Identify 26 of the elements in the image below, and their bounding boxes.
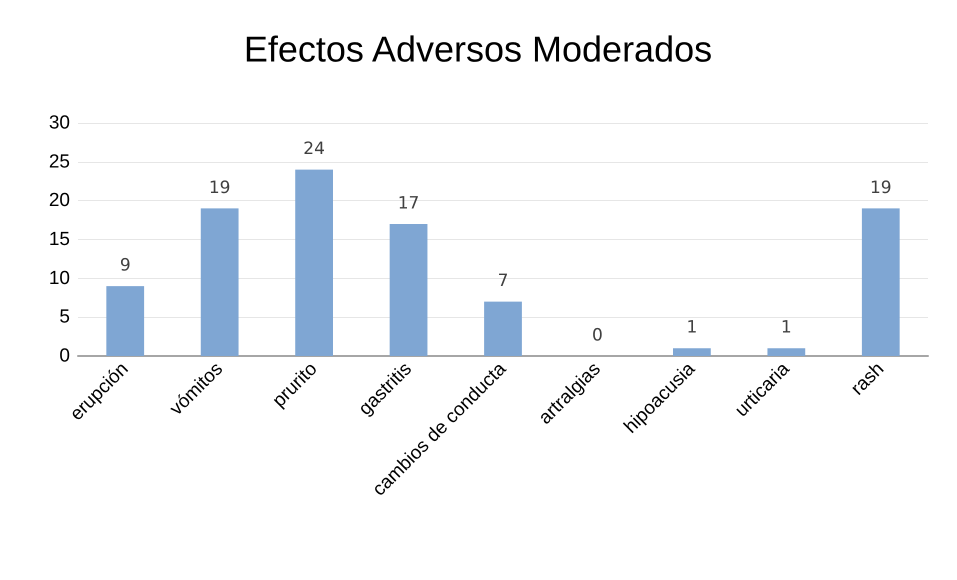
data-label: 1 — [780, 318, 792, 338]
data-label: 9 — [120, 256, 131, 276]
bar — [106, 286, 144, 356]
bar — [390, 224, 428, 356]
y-tick-label: 5 — [59, 306, 70, 328]
bar — [767, 348, 806, 356]
data-label: 7 — [498, 271, 508, 292]
data-label: 1 — [686, 318, 698, 338]
x-tick-label: rash — [847, 358, 888, 400]
bar — [200, 208, 239, 356]
bar — [673, 348, 711, 356]
y-tick-label: 30 — [48, 112, 70, 134]
y-tick-label: 0 — [59, 346, 70, 366]
y-tick-label: 25 — [48, 151, 70, 172]
data-label: 19 — [208, 178, 230, 198]
bar — [862, 208, 900, 356]
y-tick-label: 20 — [48, 190, 70, 212]
y-tick-label: 10 — [48, 268, 70, 289]
data-label: 17 — [398, 193, 420, 214]
data-label: 0 — [592, 326, 603, 346]
data-label: 19 — [870, 178, 892, 198]
data-label: 24 — [303, 139, 325, 160]
chart-title: Efectos Adversos Moderados — [244, 28, 712, 70]
bar — [295, 170, 333, 356]
bar — [484, 302, 522, 356]
y-tick-label: 15 — [48, 229, 70, 250]
